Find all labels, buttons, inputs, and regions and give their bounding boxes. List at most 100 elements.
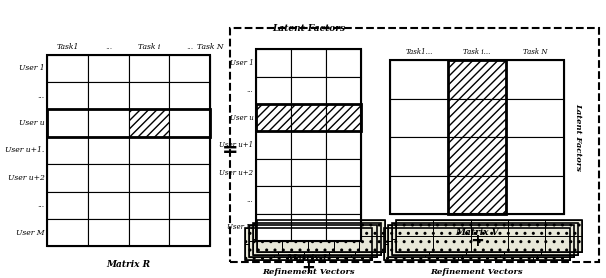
Bar [448, 99, 506, 137]
Bar [462, 225, 499, 241]
Bar [504, 223, 541, 239]
Text: =: = [222, 141, 239, 160]
Bar [256, 214, 291, 241]
Bar [257, 220, 385, 252]
Bar [291, 131, 326, 159]
Bar [347, 244, 373, 260]
Bar [169, 110, 210, 137]
Bar [533, 228, 570, 244]
Bar [384, 228, 421, 244]
Bar [429, 223, 467, 239]
Bar [282, 237, 308, 252]
Bar [537, 241, 574, 257]
Bar [128, 110, 169, 137]
Bar [429, 239, 467, 255]
Bar [396, 220, 433, 237]
Bar [326, 104, 361, 131]
Text: Refinement Vectors: Refinement Vectors [431, 268, 523, 275]
Text: User u: User u [19, 119, 44, 127]
Bar [88, 192, 128, 219]
Bar [88, 219, 128, 246]
Text: Matrix V: Matrix V [455, 228, 499, 237]
Bar [326, 214, 361, 241]
Bar [384, 228, 570, 260]
Bar [545, 220, 582, 237]
Bar [458, 228, 496, 244]
Text: Latent Factors: Latent Factors [574, 103, 582, 171]
Text: ...: ... [105, 42, 112, 51]
Bar [291, 186, 326, 214]
Bar [88, 137, 128, 164]
Bar [333, 237, 359, 252]
Bar [333, 220, 359, 237]
Bar [296, 228, 321, 244]
Bar [253, 239, 278, 255]
Text: ...: ... [186, 42, 193, 51]
Bar [128, 164, 169, 192]
Bar [169, 192, 210, 219]
Bar [325, 241, 351, 257]
Bar [321, 228, 347, 244]
Bar [355, 239, 381, 255]
Bar [256, 186, 291, 214]
Bar [390, 60, 448, 99]
Bar [351, 225, 376, 241]
Text: Task1: Task1 [56, 43, 79, 51]
Bar [169, 219, 210, 246]
Bar [533, 244, 570, 260]
Bar [304, 239, 330, 255]
Bar [470, 237, 508, 252]
Bar [384, 244, 421, 260]
Bar [448, 60, 506, 214]
Bar [392, 223, 429, 239]
Text: User u: User u [230, 114, 253, 122]
Bar [270, 244, 296, 260]
Bar [296, 244, 321, 260]
Bar [282, 220, 308, 237]
Bar [499, 225, 537, 241]
Text: User u+1.: User u+1. [5, 147, 44, 155]
Bar [326, 131, 361, 159]
Bar [300, 225, 325, 241]
Bar [541, 223, 578, 239]
Bar [291, 214, 326, 241]
Bar [330, 239, 355, 255]
Bar [169, 55, 210, 82]
Text: Matrix U: Matrix U [287, 254, 331, 263]
Bar [169, 82, 210, 110]
Bar [351, 241, 376, 257]
Bar [47, 219, 88, 246]
Bar [47, 137, 88, 164]
Bar [253, 223, 381, 255]
Bar [326, 186, 361, 214]
Bar [291, 159, 326, 186]
Bar [392, 223, 578, 255]
Bar [508, 220, 545, 237]
Bar [275, 225, 300, 241]
Bar [390, 99, 448, 137]
Text: Latent Factors: Latent Factors [272, 24, 345, 33]
Text: +: + [302, 259, 316, 277]
Bar [47, 55, 88, 82]
Bar [88, 110, 128, 137]
Bar [253, 223, 278, 239]
Bar [388, 225, 425, 241]
Bar [47, 110, 88, 137]
Bar [448, 60, 506, 99]
Text: Task N: Task N [523, 48, 547, 56]
Bar [421, 228, 458, 244]
Bar [249, 241, 275, 257]
Bar [326, 49, 361, 77]
Bar [425, 241, 462, 257]
Bar [537, 225, 574, 241]
Text: Refinement Vectors: Refinement Vectors [262, 268, 355, 275]
Text: User M: User M [227, 223, 253, 231]
Bar [270, 228, 296, 244]
Text: User u+2: User u+2 [219, 168, 253, 177]
Bar [257, 237, 282, 252]
Bar [462, 241, 499, 257]
Text: Task i: Task i [138, 43, 160, 51]
Bar [545, 237, 582, 252]
Bar [128, 82, 169, 110]
Bar [433, 220, 470, 237]
